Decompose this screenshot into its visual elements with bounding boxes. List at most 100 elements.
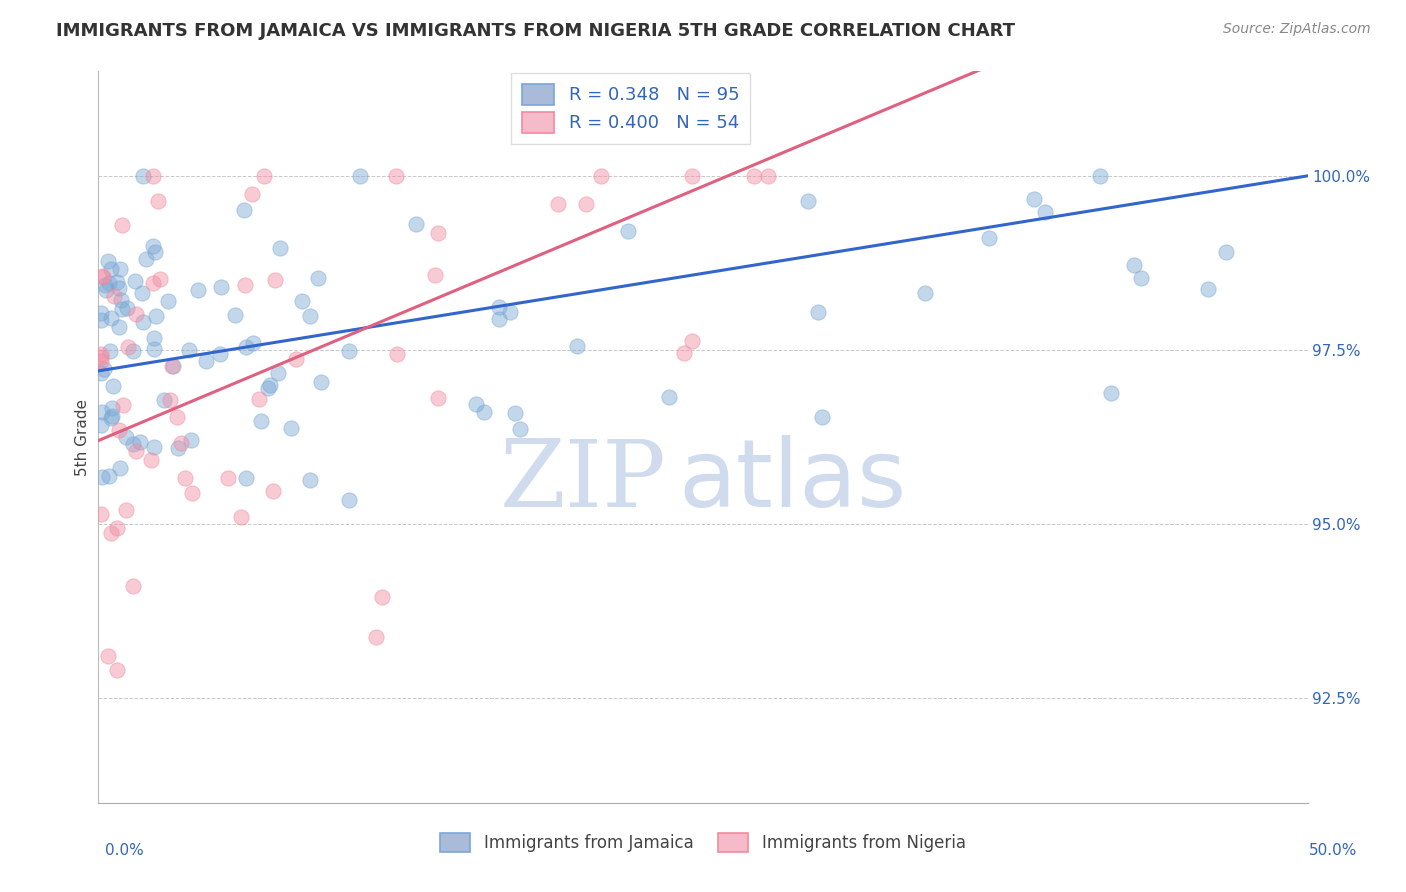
- Point: [122, 579, 145, 593]
- Point: [90, 347, 112, 361]
- Point: [180, 485, 202, 500]
- Point: [914, 286, 936, 301]
- Point: [108, 281, 131, 295]
- Point: [91, 405, 114, 419]
- Point: [1123, 258, 1146, 272]
- Point: [93, 277, 115, 292]
- Point: [1130, 271, 1153, 285]
- Text: 50.0%: 50.0%: [1309, 843, 1357, 858]
- Point: [264, 272, 287, 286]
- Point: [337, 344, 360, 359]
- Point: [472, 405, 495, 419]
- Point: [385, 169, 408, 183]
- Point: [744, 169, 766, 183]
- Point: [91, 269, 114, 284]
- Point: [209, 280, 232, 294]
- Point: [1197, 282, 1219, 296]
- Point: [91, 470, 114, 484]
- Point: [90, 313, 112, 327]
- Point: [681, 334, 703, 349]
- Point: [658, 390, 681, 404]
- Point: [100, 525, 122, 540]
- Point: [132, 169, 155, 183]
- Point: [811, 409, 834, 424]
- Point: [262, 484, 284, 499]
- Point: [157, 293, 180, 308]
- Point: [103, 288, 125, 302]
- Text: Source: ZipAtlas.com: Source: ZipAtlas.com: [1223, 22, 1371, 37]
- Point: [575, 197, 598, 211]
- Point: [101, 379, 124, 393]
- Point: [499, 305, 522, 319]
- Text: 0.0%: 0.0%: [105, 843, 145, 858]
- Point: [110, 262, 132, 277]
- Point: [90, 350, 112, 364]
- Point: [1024, 192, 1046, 206]
- Point: [128, 435, 150, 450]
- Point: [250, 414, 273, 428]
- Point: [124, 274, 146, 288]
- Point: [100, 409, 122, 424]
- Point: [100, 310, 122, 325]
- Point: [160, 359, 183, 373]
- Point: [405, 217, 427, 231]
- Point: [464, 397, 486, 411]
- Point: [1033, 205, 1056, 219]
- Point: [122, 437, 145, 451]
- Point: [162, 359, 184, 373]
- Point: [233, 277, 256, 292]
- Point: [426, 226, 449, 240]
- Point: [259, 378, 281, 392]
- Point: [1099, 386, 1122, 401]
- Point: [187, 283, 209, 297]
- Point: [589, 169, 612, 183]
- Point: [371, 590, 394, 604]
- Point: [142, 169, 165, 183]
- Point: [284, 351, 307, 366]
- Point: [291, 293, 314, 308]
- Point: [111, 218, 134, 232]
- Point: [90, 306, 112, 320]
- Point: [567, 338, 589, 352]
- Point: [349, 169, 371, 183]
- Point: [115, 301, 138, 316]
- Point: [143, 331, 166, 345]
- Point: [142, 277, 165, 291]
- Text: IMMIGRANTS FROM JAMAICA VS IMMIGRANTS FROM NIGERIA 5TH GRADE CORRELATION CHART: IMMIGRANTS FROM JAMAICA VS IMMIGRANTS FR…: [56, 22, 1015, 40]
- Point: [337, 493, 360, 508]
- Point: [110, 460, 132, 475]
- Point: [101, 401, 124, 415]
- Point: [145, 309, 167, 323]
- Point: [131, 285, 153, 300]
- Point: [177, 343, 200, 357]
- Point: [110, 293, 132, 307]
- Point: [253, 169, 276, 183]
- Text: ZIP: ZIP: [501, 436, 666, 526]
- Point: [100, 262, 122, 277]
- Point: [235, 471, 257, 485]
- Point: [298, 473, 321, 487]
- Point: [309, 375, 332, 389]
- Point: [96, 283, 118, 297]
- Point: [97, 276, 120, 290]
- Legend: Immigrants from Jamaica, Immigrants from Nigeria: Immigrants from Jamaica, Immigrants from…: [432, 824, 974, 860]
- Point: [488, 301, 510, 315]
- Point: [756, 169, 779, 183]
- Point: [488, 312, 510, 326]
- Point: [307, 270, 329, 285]
- Point: [217, 471, 239, 485]
- Point: [125, 307, 148, 321]
- Point: [247, 392, 270, 406]
- Point: [105, 663, 128, 677]
- Point: [91, 268, 114, 283]
- Point: [135, 252, 157, 266]
- Point: [681, 169, 703, 183]
- Point: [141, 452, 163, 467]
- Point: [143, 245, 166, 260]
- Point: [267, 366, 290, 380]
- Point: [112, 398, 135, 412]
- Point: [111, 302, 134, 317]
- Point: [503, 406, 526, 420]
- Point: [142, 342, 165, 356]
- Point: [807, 305, 830, 319]
